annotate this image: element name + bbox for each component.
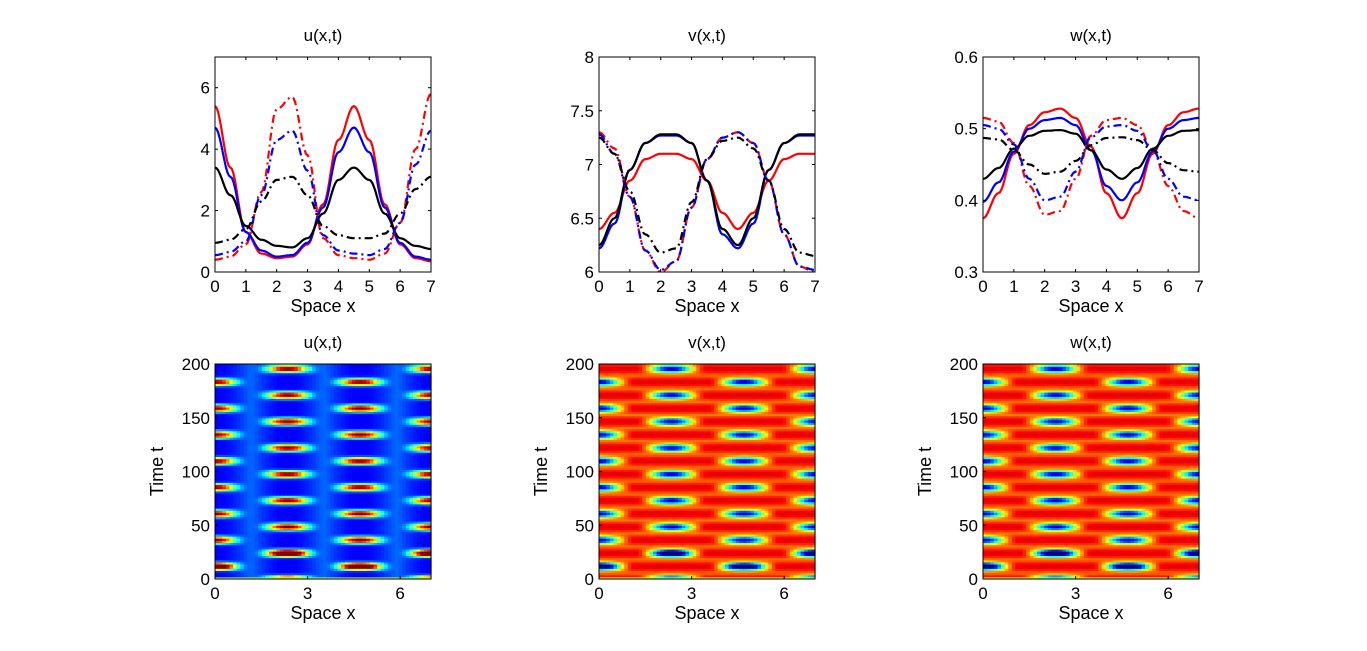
y-tick-label: 150 xyxy=(566,409,594,428)
x-tick-label: 3 xyxy=(687,277,696,296)
heatmap-cells xyxy=(215,364,432,580)
heatmap-cells xyxy=(599,364,816,580)
y-axis-label: Time t xyxy=(531,447,551,496)
plot-area xyxy=(983,109,1199,219)
series-line-0 xyxy=(599,154,815,229)
y-tick-label: 2 xyxy=(201,202,210,221)
x-tick-label: 4 xyxy=(718,277,727,296)
x-tick-label: 3 xyxy=(303,277,312,296)
heatmap-cells xyxy=(983,364,1200,580)
x-tick-label: 0 xyxy=(978,277,987,296)
series-line-2 xyxy=(599,134,815,245)
x-tick-label: 0 xyxy=(210,277,219,296)
x-tick-label: 4 xyxy=(1102,277,1111,296)
x-tick-label: 7 xyxy=(426,277,435,296)
x-tick-label: 1 xyxy=(241,277,250,296)
y-tick-label: 50 xyxy=(959,516,978,535)
x-tick-label: 7 xyxy=(1194,277,1203,296)
y-axis-label: Time t xyxy=(147,447,167,496)
series-line-2 xyxy=(983,130,1199,179)
y-tick-label: 100 xyxy=(566,463,594,482)
heatmap-3: 0 3 6 0 50 100 150 200 u(x,t) Space x Time t xyxy=(147,333,432,623)
y-tick-label: 100 xyxy=(182,463,210,482)
axes-frame xyxy=(599,57,815,272)
series-line-1 xyxy=(983,118,1199,202)
x-tick-label: 3 xyxy=(687,584,696,603)
x-tick-label: 0 xyxy=(594,277,603,296)
y-tick-label: 6.5 xyxy=(570,209,594,228)
y-tick-label: 8 xyxy=(585,48,594,67)
y-tick-label: 50 xyxy=(575,516,594,535)
x-tick-label: 3 xyxy=(1071,277,1080,296)
y-tick-label: 200 xyxy=(950,355,978,374)
x-axis-label: Space x xyxy=(674,603,739,623)
x-tick-label: 6 xyxy=(395,277,404,296)
y-tick-label: 150 xyxy=(182,409,210,428)
chart-title: w(x,t) xyxy=(1069,333,1112,352)
y-tick-label: 0 xyxy=(201,570,210,589)
x-tick-label: 0 xyxy=(594,584,603,603)
chart-title: w(x,t) xyxy=(1069,26,1112,45)
chart-title: v(x,t) xyxy=(688,26,726,45)
heatmap-4: 0 3 6 0 50 100 150 200 v(x,t) Space x Time t xyxy=(531,333,816,623)
x-tick-label: 2 xyxy=(272,277,281,296)
y-tick-label: 50 xyxy=(191,516,210,535)
series-line-3 xyxy=(983,118,1199,218)
y-tick-label: 6 xyxy=(585,263,594,282)
plot-area xyxy=(599,132,815,272)
y-tick-label: 100 xyxy=(950,463,978,482)
x-axis-label: Space x xyxy=(674,296,739,316)
x-axis-label: Space x xyxy=(1058,603,1123,623)
y-tick-label: 4 xyxy=(201,140,210,159)
series-line-4 xyxy=(599,132,815,270)
y-tick-label: 0.5 xyxy=(954,120,978,139)
y-tick-label: 0 xyxy=(585,570,594,589)
x-axis-label: Space x xyxy=(290,296,355,316)
x-tick-label: 6 xyxy=(779,584,788,603)
y-axis-label: Time t xyxy=(915,447,935,496)
axes-frame xyxy=(983,57,1199,272)
x-tick-label: 2 xyxy=(656,277,665,296)
x-tick-label: 1 xyxy=(1009,277,1018,296)
x-tick-label: 2 xyxy=(1040,277,1049,296)
x-tick-label: 5 xyxy=(1133,277,1142,296)
x-tick-label: 6 xyxy=(395,584,404,603)
x-tick-label: 6 xyxy=(1163,277,1172,296)
x-tick-label: 5 xyxy=(365,277,374,296)
x-tick-label: 0 xyxy=(210,584,219,603)
x-tick-label: 6 xyxy=(1163,584,1172,603)
heatmap-5: 0 3 6 0 50 100 150 200 w(x,t) Space x Time t xyxy=(915,333,1200,623)
y-tick-label: 0 xyxy=(969,570,978,589)
line-plot-2: 0 1 2 3 4 5 6 7 0.3 0.4 0.5 0.6 w(x,t) Space x xyxy=(954,26,1203,316)
x-tick-label: 0 xyxy=(978,584,987,603)
y-tick-label: 0.4 xyxy=(954,191,978,210)
y-tick-label: 7.5 xyxy=(570,102,594,121)
y-tick-label: 0.3 xyxy=(954,263,978,282)
x-axis-label: Space x xyxy=(1058,296,1123,316)
line-plot-0: 0 1 2 3 4 5 6 7 0 2 4 6 u(x,t) Space x xyxy=(201,26,436,316)
chart-title: v(x,t) xyxy=(688,333,726,352)
y-tick-label: 6 xyxy=(201,79,210,98)
chart-title: u(x,t) xyxy=(304,26,343,45)
x-tick-label: 6 xyxy=(779,277,788,296)
x-axis-label: Space x xyxy=(290,603,355,623)
x-tick-label: 7 xyxy=(810,277,819,296)
x-tick-label: 3 xyxy=(1071,584,1080,603)
plot-area xyxy=(215,94,431,261)
y-tick-label: 150 xyxy=(950,409,978,428)
series-line-3 xyxy=(599,132,815,272)
x-tick-label: 5 xyxy=(749,277,758,296)
y-tick-label: 0 xyxy=(201,263,210,282)
line-plot-1: 0 1 2 3 4 5 6 7 6 6.5 7 7.5 8 v(x,t) Space x xyxy=(570,26,819,316)
y-tick-label: 0.6 xyxy=(954,48,978,67)
y-tick-label: 7 xyxy=(585,156,594,175)
x-tick-label: 4 xyxy=(334,277,343,296)
y-tick-label: 200 xyxy=(182,355,210,374)
y-tick-label: 200 xyxy=(566,355,594,374)
x-tick-label: 1 xyxy=(625,277,634,296)
chart-title: u(x,t) xyxy=(304,333,343,352)
series-line-5 xyxy=(983,137,1199,174)
x-tick-label: 3 xyxy=(303,584,312,603)
